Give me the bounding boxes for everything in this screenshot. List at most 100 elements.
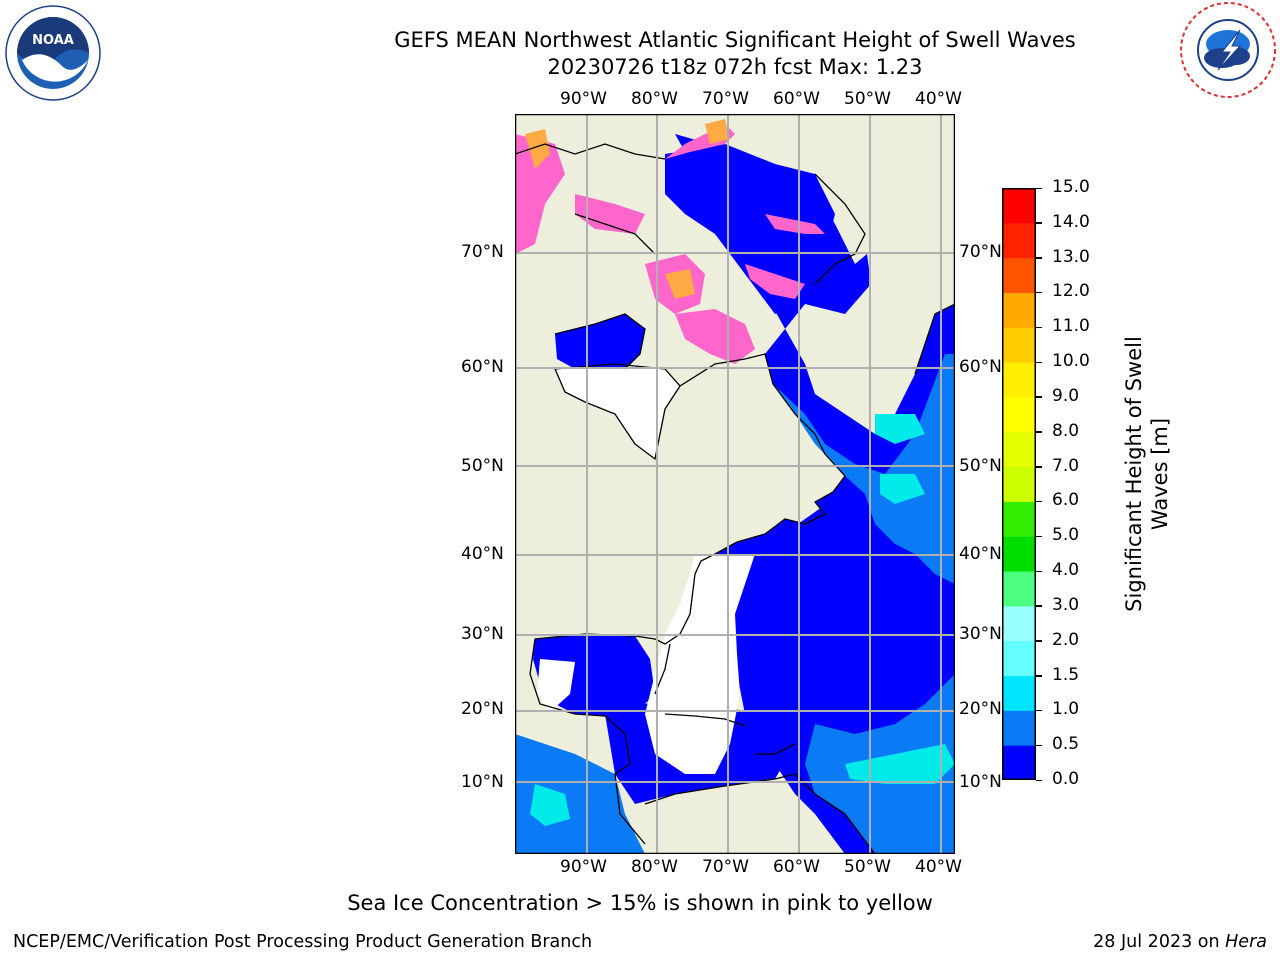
colorbar-tick-mark bbox=[1036, 709, 1042, 712]
lon-label-top: 70°W bbox=[702, 89, 749, 109]
colorbar-segment bbox=[1002, 466, 1036, 502]
map-panel bbox=[515, 114, 955, 854]
colorbar-tick-label: 1.5 bbox=[1052, 664, 1080, 685]
lat-label-left: 40°N bbox=[461, 544, 504, 564]
colorbar-segment bbox=[1002, 222, 1036, 259]
lon-label-top: 60°W bbox=[773, 89, 820, 109]
lat-label-right: 40°N bbox=[959, 544, 1002, 564]
footer-host: Hera bbox=[1225, 932, 1267, 952]
colorbar-segment bbox=[1002, 396, 1036, 433]
lat-label-left: 50°N bbox=[461, 456, 504, 476]
noaa-logo-text: NOAA bbox=[32, 33, 74, 48]
colorbar-tick-mark bbox=[1036, 535, 1042, 538]
lon-label-bottom: 50°W bbox=[844, 857, 891, 877]
colorbar-tick-label: 7.0 bbox=[1052, 455, 1080, 476]
lon-label-bottom: 80°W bbox=[631, 857, 678, 877]
colorbar-tick-mark bbox=[1036, 500, 1042, 503]
sea-ice-note: Sea Ice Concentration > 15% is shown in … bbox=[347, 891, 933, 915]
masked-region-gulf bbox=[537, 659, 575, 712]
nws-logo bbox=[1180, 2, 1276, 98]
colorbar-tick-mark bbox=[1036, 466, 1042, 468]
colorbar-tick-label: 15.0 bbox=[1052, 177, 1090, 197]
lon-label-top: 50°W bbox=[844, 89, 891, 109]
lon-label-top: 80°W bbox=[631, 89, 678, 109]
lat-label-right: 60°N bbox=[959, 357, 1002, 377]
colorbar-tick-label: 6.0 bbox=[1052, 490, 1080, 511]
lat-label-left: 20°N bbox=[461, 699, 504, 719]
colorbar-segment bbox=[1002, 675, 1036, 711]
swell-high-patch-4 bbox=[530, 784, 570, 826]
lat-label-right: 20°N bbox=[959, 699, 1002, 719]
colorbar-label: Significant Height of Swell Waves [m] bbox=[1104, 188, 1172, 780]
lat-label-right: 70°N bbox=[959, 242, 1002, 262]
footer-credit: NCEP/EMC/Verification Post Processing Pr… bbox=[13, 932, 593, 952]
lon-label-bottom: 90°W bbox=[560, 857, 607, 877]
sea-ice-band-2 bbox=[765, 214, 825, 234]
footer-date-text: 28 Jul 2023 on bbox=[1093, 932, 1226, 952]
colorbar-tick-label: 11.0 bbox=[1052, 316, 1090, 337]
sea-ice-orange-1 bbox=[525, 129, 550, 169]
map-gridlines bbox=[515, 114, 955, 854]
colorbar-tick-mark bbox=[1036, 675, 1042, 677]
swell-high-patch-1 bbox=[875, 414, 925, 444]
lat-label-left: 30°N bbox=[461, 624, 504, 644]
lon-label-top: 90°W bbox=[560, 89, 607, 109]
colorbar-segment bbox=[1002, 640, 1036, 677]
lat-label-left: 70°N bbox=[461, 242, 504, 262]
colorbar-tick-mark bbox=[1036, 640, 1042, 642]
baffin-bay bbox=[665, 144, 835, 314]
noaa-logo: NOAA bbox=[5, 5, 101, 101]
colorbar-tick-mark bbox=[1036, 396, 1042, 398]
colorbar-segment bbox=[1002, 501, 1036, 537]
lat-label-right: 10°N bbox=[959, 772, 1002, 792]
colorbar-tick-label: 0.0 bbox=[1052, 769, 1080, 789]
colorbar-tick-mark bbox=[1036, 744, 1042, 747]
sea-ice-band-4 bbox=[575, 194, 645, 234]
colorbar-segment bbox=[1002, 362, 1036, 398]
sea-ice-band-3 bbox=[745, 264, 805, 299]
lat-label-left: 10°N bbox=[461, 772, 504, 792]
colorbar-tick-mark bbox=[1036, 257, 1042, 259]
colorbar-tick-label: 8.0 bbox=[1052, 420, 1080, 441]
colorbar-tick-mark bbox=[1036, 222, 1042, 224]
map-frame bbox=[515, 114, 955, 854]
lat-label-right: 50°N bbox=[959, 456, 1002, 476]
lon-label-top: 40°W bbox=[915, 89, 962, 109]
colorbar-label-line1: Significant Height of Swell bbox=[1122, 336, 1146, 612]
colorbar-tick-mark bbox=[1036, 326, 1042, 329]
colorbar-frame bbox=[1002, 188, 1036, 780]
colorbar-tick-label: 13.0 bbox=[1052, 246, 1090, 267]
colorbar-tick-mark bbox=[1036, 779, 1042, 781]
colorbar-tick-label: 14.0 bbox=[1052, 211, 1090, 232]
colorbar-tick-label: 12.0 bbox=[1052, 281, 1090, 302]
colorbar-segment bbox=[1002, 710, 1036, 746]
colorbar-tick-mark bbox=[1036, 291, 1042, 294]
colorbar-tick-label: 9.0 bbox=[1052, 385, 1080, 406]
lat-label-right: 30°N bbox=[959, 624, 1002, 644]
lon-label-bottom: 60°W bbox=[773, 857, 820, 877]
swell-mid-region bbox=[773, 354, 955, 584]
colorbar-label-line2: Waves [m] bbox=[1148, 417, 1172, 531]
colorbar-segment bbox=[1002, 605, 1036, 642]
lon-label-bottom: 40°W bbox=[915, 857, 962, 877]
chart-title: GEFS MEAN Northwest Atlantic Significant… bbox=[394, 28, 1076, 52]
colorbar-segment bbox=[1002, 745, 1036, 780]
coastlines bbox=[515, 143, 955, 854]
swell-high-patch-3 bbox=[845, 744, 955, 784]
sea-ice-orange-2 bbox=[705, 119, 730, 144]
colorbar-segment bbox=[1002, 188, 1036, 224]
colorbar-tick-label: 4.0 bbox=[1052, 560, 1080, 581]
colorbar bbox=[1002, 188, 1036, 780]
colorbar-segment bbox=[1002, 536, 1036, 572]
colorbar-segment bbox=[1002, 431, 1036, 468]
colorbar-segment bbox=[1002, 257, 1036, 293]
colorbar-tick-label: 0.5 bbox=[1052, 734, 1080, 755]
colorbar-tick-mark bbox=[1036, 431, 1042, 433]
footer-date: 28 Jul 2023 on Hera bbox=[1093, 932, 1267, 952]
colorbar-segment bbox=[1002, 571, 1036, 607]
sea-ice-band-5 bbox=[515, 134, 565, 254]
sea-ice-orange-3 bbox=[665, 269, 695, 299]
colorbar-tick-label: 1.0 bbox=[1052, 699, 1080, 720]
colorbar-tick-label: 10.0 bbox=[1052, 351, 1090, 372]
colorbar-tick-label: 5.0 bbox=[1052, 525, 1080, 546]
